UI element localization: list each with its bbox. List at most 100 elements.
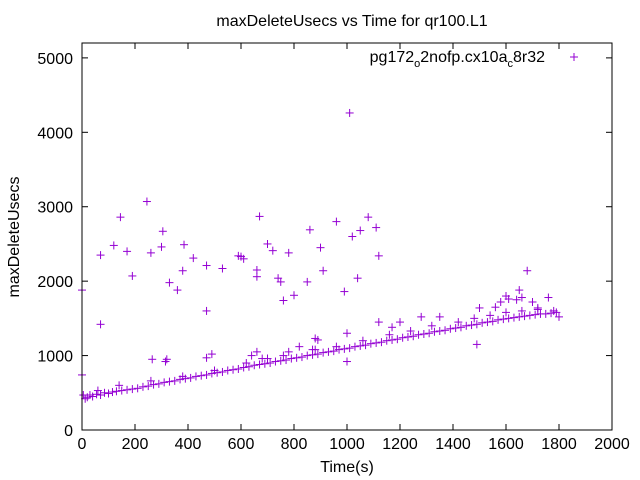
x-tick-label: 600 — [228, 436, 255, 453]
data-point — [138, 382, 147, 391]
data-point — [242, 359, 251, 368]
data-point — [504, 295, 513, 304]
y-tick-label: 1000 — [37, 349, 73, 366]
data-point — [427, 321, 436, 330]
data-point — [478, 318, 487, 327]
data-point — [96, 320, 105, 329]
data-point — [319, 348, 328, 357]
x-tick-label: 0 — [78, 436, 87, 453]
data-point — [112, 387, 121, 396]
data-point — [435, 312, 444, 321]
data-point — [340, 287, 349, 296]
data-point — [403, 332, 412, 341]
data-point — [104, 389, 113, 398]
y-tick-label: 5000 — [37, 51, 73, 68]
x-tick-label: 1800 — [541, 436, 577, 453]
data-point — [417, 312, 426, 321]
data-point — [343, 329, 351, 338]
data-point — [276, 356, 285, 365]
data-point — [223, 366, 232, 375]
data-point — [218, 264, 227, 273]
x-tick-label: 400 — [175, 436, 202, 453]
data-point — [117, 386, 126, 395]
data-point — [282, 356, 291, 365]
data-point — [385, 330, 394, 339]
data-point — [252, 347, 261, 356]
data-point — [353, 274, 362, 283]
data-point — [396, 318, 404, 327]
x-tick-label: 1600 — [488, 436, 524, 453]
data-point — [486, 311, 495, 320]
data-point — [247, 351, 256, 360]
data-point — [356, 341, 365, 350]
data-point — [133, 384, 142, 393]
x-tick-label: 2000 — [594, 436, 630, 453]
data-point — [157, 242, 166, 251]
data-point — [178, 266, 187, 275]
data-point — [398, 333, 407, 342]
data-point — [345, 108, 354, 117]
chart-title: maxDeleteUsecs vs Time for qr100.L1 — [216, 13, 487, 30]
data-point — [96, 251, 105, 260]
data-point — [483, 318, 492, 327]
data-point — [512, 295, 521, 304]
data-point — [284, 347, 293, 356]
data-point — [303, 277, 312, 286]
data-point — [509, 313, 518, 322]
x-tick-label: 800 — [281, 436, 308, 453]
data-point — [350, 342, 359, 351]
data-point — [496, 297, 505, 306]
data-point — [116, 213, 125, 222]
data-point — [146, 376, 155, 385]
legend-label: pg172o2nofp.cx10ac8r32 — [370, 49, 545, 70]
data-point — [358, 336, 367, 345]
data-point — [467, 321, 476, 330]
data-point — [189, 254, 198, 263]
data-point — [239, 363, 248, 372]
data-point — [332, 217, 341, 226]
data-point — [263, 239, 272, 248]
data-point — [146, 248, 155, 257]
data-point — [456, 323, 465, 332]
data-point — [525, 311, 534, 320]
data-point — [252, 265, 261, 274]
y-tick-label: 0 — [64, 423, 73, 440]
data-point — [393, 335, 402, 344]
data-point — [173, 286, 182, 295]
data-point — [441, 326, 450, 335]
data-point — [356, 226, 365, 235]
data-point — [332, 342, 341, 351]
x-tick-label: 200 — [122, 436, 149, 453]
data-point — [313, 335, 322, 344]
data-point — [348, 232, 357, 241]
data-point — [128, 271, 137, 280]
data-point — [123, 247, 132, 256]
data-point — [123, 385, 132, 394]
data-point — [178, 372, 187, 381]
data-point — [454, 318, 463, 327]
data-point — [250, 361, 259, 370]
x-tick-label: 1200 — [382, 436, 418, 453]
data-point — [377, 338, 386, 347]
data-point — [541, 309, 550, 318]
data-point — [343, 357, 351, 366]
data-point — [258, 354, 267, 363]
x-tick-label: 1400 — [435, 436, 471, 453]
data-point — [290, 291, 298, 300]
data-point — [260, 359, 269, 368]
data-point — [372, 223, 381, 232]
y-axis-label: maxDeleteUsecs — [6, 177, 23, 298]
data-point — [488, 317, 497, 326]
data-point — [435, 327, 444, 336]
data-point — [154, 379, 163, 388]
data-point — [462, 321, 471, 330]
data-point — [100, 388, 109, 397]
data-point — [115, 381, 124, 390]
data-point — [142, 197, 151, 206]
data-point — [472, 320, 481, 329]
data-point — [528, 297, 537, 306]
data-point — [202, 370, 211, 379]
data-point — [388, 323, 397, 332]
data-point — [517, 306, 526, 315]
data-point — [308, 345, 317, 354]
